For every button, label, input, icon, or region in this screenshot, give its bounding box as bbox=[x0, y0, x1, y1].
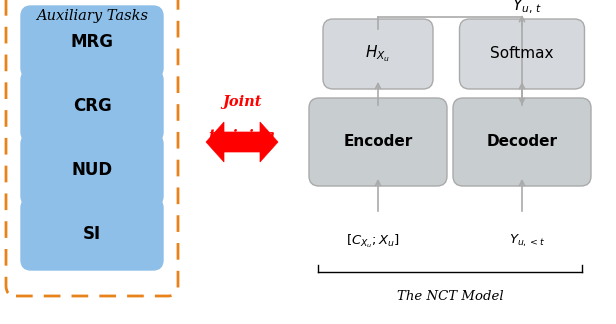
Text: training: training bbox=[209, 129, 275, 143]
Text: Joint: Joint bbox=[222, 95, 262, 109]
Text: $[C_{X_u}; X_u]$: $[C_{X_u}; X_u]$ bbox=[346, 232, 400, 250]
Text: Encoder: Encoder bbox=[343, 134, 413, 149]
FancyBboxPatch shape bbox=[21, 6, 163, 78]
Text: CRG: CRG bbox=[73, 97, 111, 115]
Text: Auxiliary Tasks: Auxiliary Tasks bbox=[36, 9, 148, 23]
FancyBboxPatch shape bbox=[323, 19, 433, 89]
Text: $Y_{u,<t}$: $Y_{u,<t}$ bbox=[509, 233, 545, 249]
Text: MRG: MRG bbox=[70, 33, 113, 51]
FancyBboxPatch shape bbox=[21, 134, 163, 206]
FancyBboxPatch shape bbox=[460, 19, 585, 89]
Text: NUD: NUD bbox=[71, 161, 113, 179]
Text: Decoder: Decoder bbox=[487, 134, 557, 149]
Text: SI: SI bbox=[83, 225, 101, 243]
Text: $H_{X_u}$: $H_{X_u}$ bbox=[365, 44, 391, 64]
FancyBboxPatch shape bbox=[21, 70, 163, 142]
Polygon shape bbox=[206, 122, 278, 162]
Text: $Y_{u,\, t}$: $Y_{u,\, t}$ bbox=[512, 0, 542, 16]
FancyBboxPatch shape bbox=[21, 198, 163, 270]
FancyBboxPatch shape bbox=[453, 98, 591, 186]
Text: Softmax: Softmax bbox=[490, 47, 554, 62]
Text: The NCT Model: The NCT Model bbox=[397, 290, 503, 303]
FancyBboxPatch shape bbox=[309, 98, 447, 186]
